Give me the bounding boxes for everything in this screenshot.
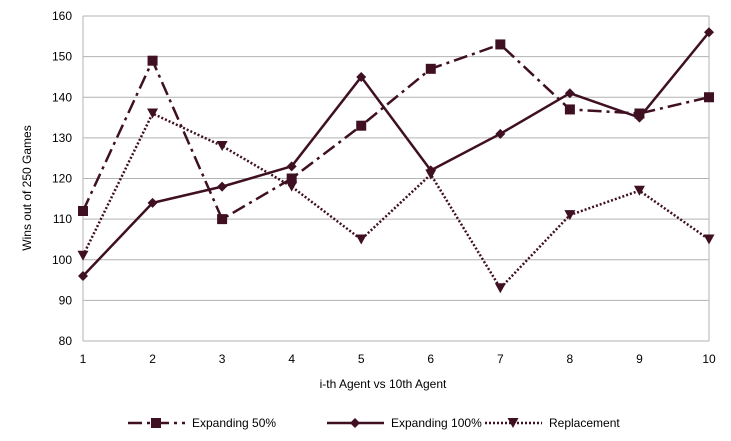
- y-tick-label: 100: [52, 253, 72, 267]
- data-point-replacement: [425, 169, 437, 180]
- y-tick-label: 150: [52, 50, 72, 64]
- x-tick-label: 4: [288, 352, 295, 366]
- series-line-replacement: [81, 112, 710, 290]
- series-replacement: [77, 108, 715, 294]
- data-point-expanding-100: [217, 181, 228, 192]
- data-point-replacement: [633, 185, 645, 196]
- data-point-replacement: [216, 141, 228, 151]
- data-point-expanding-50: [78, 206, 88, 216]
- data-point-replacement: [147, 108, 159, 119]
- x-tick-label: 6: [427, 352, 434, 366]
- data-point-expanding-100: [634, 112, 645, 123]
- data-point-expanding-50: [147, 55, 158, 66]
- data-point-expanding-50: [425, 63, 436, 74]
- legend-item-expanding-100: Expanding 100%: [327, 416, 482, 430]
- legend-label-expanding-100: Expanding 100%: [391, 416, 482, 430]
- legend-label-expanding-50: Expanding 50%: [192, 416, 276, 430]
- data-point-expanding-50: [217, 214, 228, 225]
- data-point-expanding-100: [495, 128, 506, 139]
- series-expanding-100: [78, 27, 714, 281]
- legend: Expanding 50% Expanding 100% Replacement: [128, 416, 620, 430]
- x-axis-tick-labels: 1 2 3 4 5 6 7 8 9 10: [80, 352, 716, 366]
- y-tick-label: 160: [52, 9, 72, 23]
- data-point-expanding-100: [78, 271, 88, 281]
- y-tick-label: 120: [52, 172, 72, 186]
- y-tick-label: 130: [52, 131, 72, 145]
- x-tick-label: 8: [567, 352, 574, 366]
- x-axis-title: i-th Agent vs 10th Agent: [320, 377, 447, 391]
- data-point-replacement: [77, 250, 89, 261]
- series-line-expanding-100: [82, 31, 710, 277]
- legend-label-replacement: Replacement: [549, 416, 620, 430]
- data-point-expanding-100: [704, 27, 714, 38]
- y-tick-label: 140: [52, 90, 72, 104]
- legend-item-expanding-50: Expanding 50%: [128, 416, 276, 430]
- data-point-replacement: [703, 234, 715, 245]
- x-tick-label: 7: [497, 352, 504, 366]
- data-point-expanding-50: [495, 39, 506, 50]
- series-line-expanding-50: [81, 43, 710, 221]
- y-axis-tick-labels: 80 90 100 110 120 130 140 150 160: [52, 9, 72, 348]
- x-tick-label: 3: [219, 352, 226, 366]
- legend-marker-expanding-50: [151, 418, 161, 428]
- data-point-replacement: [564, 210, 576, 221]
- data-point-expanding-50: [704, 92, 714, 103]
- series-group: [77, 27, 715, 294]
- data-point-expanding-100: [564, 88, 575, 99]
- x-tick-label: 2: [149, 352, 156, 366]
- legend-marker-replacement: [507, 418, 519, 428]
- data-point-expanding-50: [564, 104, 575, 115]
- series-expanding-50: [78, 39, 714, 225]
- data-point-expanding-100: [356, 71, 367, 82]
- data-point-expanding-50: [356, 120, 367, 131]
- x-tick-label: 10: [702, 352, 716, 366]
- data-point-expanding-100: [147, 197, 158, 208]
- y-tick-label: 110: [53, 212, 72, 226]
- data-point-replacement: [286, 181, 298, 192]
- y-tick-label: 90: [59, 293, 73, 307]
- grid: [82, 15, 710, 342]
- data-point-expanding-50: [286, 173, 297, 184]
- data-point-replacement: [355, 234, 367, 245]
- y-tick-label: 80: [59, 334, 73, 348]
- data-point-expanding-100: [286, 161, 297, 172]
- y-axis-title: Wins out of 250 Games: [20, 125, 34, 250]
- data-point-replacement: [494, 283, 506, 294]
- legend-marker-expanding-100: [350, 418, 360, 428]
- x-tick-label: 5: [358, 352, 365, 366]
- legend-item-replacement: Replacement: [485, 416, 620, 430]
- x-tick-label: 1: [80, 352, 87, 366]
- x-tick-label: 9: [636, 352, 643, 366]
